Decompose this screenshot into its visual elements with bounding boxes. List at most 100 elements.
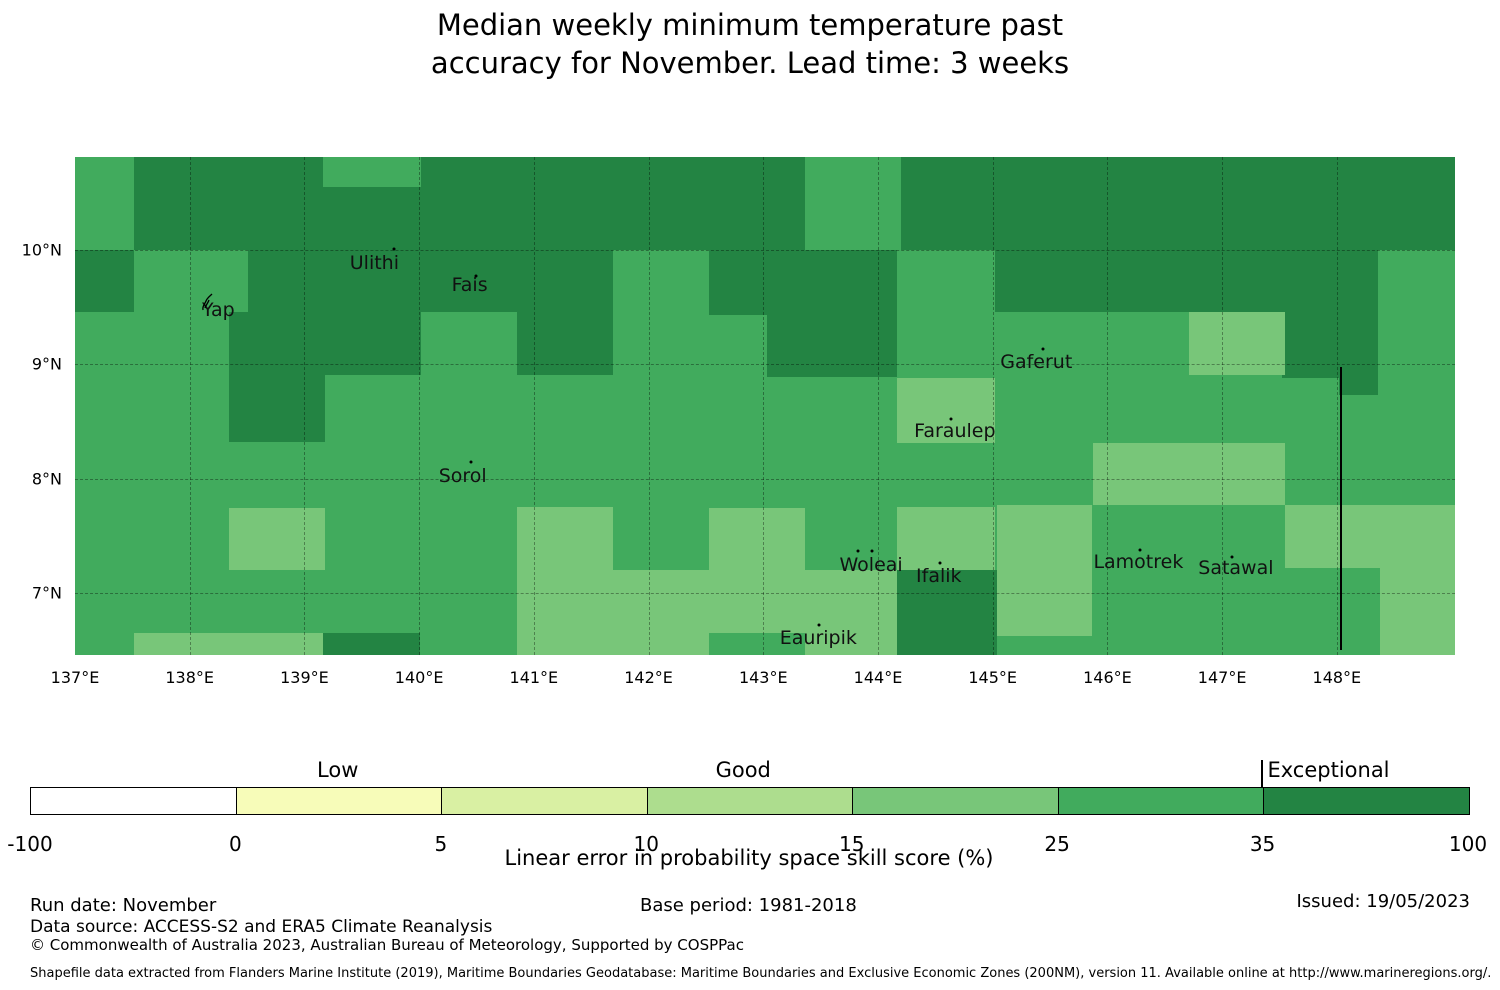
eez-boundary-line (1340, 366, 1343, 651)
colorbar-tick-10: 10 (633, 832, 660, 856)
skill-region-15-25 (804, 570, 898, 655)
colorbar-segment-5to10 (441, 788, 647, 814)
skill-region-15-25 (897, 507, 995, 571)
footer-shapefile-note: Shapefile data extracted from Flanders M… (30, 966, 1492, 981)
colorbar-tick-15: 15 (838, 832, 865, 856)
skill-region-15-25 (613, 570, 710, 655)
y-axis-tick-7°N: 7°N (31, 583, 62, 603)
skill-region-35-100 (228, 311, 422, 375)
x-axis-tick-141°E: 141°E (509, 668, 559, 687)
island-label-ulithi: Ulithi (349, 252, 400, 275)
island-label-satawal: Satawal (1198, 556, 1274, 579)
x-axis-tick-148°E: 148°E (1312, 668, 1362, 687)
gridline-lon-148 (1336, 157, 1338, 655)
skill-region-35-100 (228, 374, 326, 443)
island-marker-icon (1041, 347, 1045, 351)
skill-region-25-35 (804, 157, 901, 250)
island-label-eauripik: Eauripik (779, 626, 857, 649)
footer-data-source: Data source: ACCESS-S2 and ERA5 Climate … (30, 917, 493, 937)
skill-region-15-25 (1188, 311, 1286, 375)
gridline-lon-147 (1222, 157, 1224, 655)
island-marker-icon (949, 417, 953, 421)
skill-region-15-25 (1092, 443, 1286, 506)
island-marker-icon (474, 274, 478, 278)
skill-region-35-100 (709, 249, 767, 315)
gridline-lon-139 (304, 157, 306, 655)
y-axis-tick-10°N: 10°N (21, 240, 62, 260)
x-axis-tick-143°E: 143°E (738, 668, 788, 687)
gridline-lon-145 (992, 157, 994, 655)
colorbar-segment-10to15 (646, 788, 853, 814)
footer-run-date: Run date: November (30, 895, 217, 916)
island-marker-icon (870, 549, 874, 553)
island-marker-icon (1230, 555, 1234, 559)
colorbar-segment--100to0 (31, 788, 236, 814)
colorbar-caption: Linear error in probability space skill … (504, 846, 994, 870)
skill-region-35-100 (766, 249, 898, 377)
skill-region-35-100 (516, 311, 613, 375)
x-axis-tick-138°E: 138°E (165, 668, 215, 687)
gridline-lon-146 (1107, 157, 1109, 655)
island-label-gaferut: Gaferut (1000, 350, 1073, 373)
skill-region-15-25 (228, 508, 326, 571)
gridline-lat-8 (75, 478, 1455, 480)
island-label-ifalik: Ifalik (916, 565, 962, 587)
island-label-sorol: Sorol (438, 465, 487, 488)
colorbar-tick--100: -100 (7, 832, 53, 856)
island-marker-icon (817, 623, 821, 627)
island-marker-icon (1138, 548, 1142, 552)
skill-region-35-100 (75, 249, 134, 312)
colorbar-segment-35to100 (1263, 788, 1470, 814)
island-marker-icon (469, 460, 473, 464)
skill-region-15-25 (709, 508, 805, 634)
x-axis-tick-147°E: 147°E (1197, 668, 1247, 687)
island-label-lamotrek: Lamotrek (1093, 551, 1184, 574)
x-axis-tick-144°E: 144°E (853, 668, 903, 687)
colorbar-tick-25: 25 (1044, 832, 1070, 856)
skill-score-map: Yap Ulithi Fais Gaferut Faraulep Sorol Woleai I… (75, 157, 1455, 655)
island-label-fais: Fais (451, 274, 488, 297)
gridline-lon-143 (763, 157, 765, 655)
y-axis-tick-9°N: 9°N (31, 354, 62, 374)
skill-region-35-100 (421, 249, 613, 312)
footer-copyright: © Commonwealth of Australia 2023, Austra… (30, 936, 744, 954)
chart-title: Median weekly minimum temperature past a… (0, 6, 1500, 82)
colorbar-category-exceptional: Exceptional (1267, 758, 1390, 782)
colorbar-segment-0to5 (235, 788, 442, 814)
chart-title-line1: Median weekly minimum temperature past (436, 8, 1064, 42)
skill-region-25-35 (322, 157, 422, 187)
x-axis-tick-142°E: 142°E (624, 668, 673, 687)
colorbar-segment-25to35 (1057, 788, 1264, 814)
island-label-woleai: Woleai (839, 553, 903, 576)
colorbar-category-good: Good (715, 758, 771, 782)
skill-region-35-100 (248, 249, 422, 312)
colorbar (30, 787, 1470, 815)
footer-issued-date: Issued: 19/05/2023 (1296, 891, 1470, 912)
skill-region-35-100 (897, 570, 998, 655)
chart-title-line2: accuracy for November. Lead time: 3 week… (430, 46, 1070, 80)
gridline-lon-141 (533, 157, 535, 655)
yap-island-outline-icon (202, 293, 213, 311)
skill-region-35-100 (1339, 377, 1379, 396)
skill-region-15-25 (997, 505, 1093, 636)
skill-region-15-25 (1285, 505, 1381, 568)
colorbar-35-tick-mark (1261, 760, 1264, 787)
colorbar-tick-5: 5 (434, 832, 448, 856)
skill-region-15-25 (897, 377, 995, 444)
colorbar-tick-0: 0 (229, 832, 242, 856)
gridline-lon-138 (189, 157, 191, 655)
gridline-lon-144 (877, 157, 879, 655)
skill-region-35-100 (995, 249, 1286, 312)
y-axis-tick-8°N: 8°N (31, 469, 62, 489)
gridline-lon-142 (648, 157, 650, 655)
island-marker-icon (856, 549, 860, 553)
colorbar-tick-35: 35 (1249, 832, 1276, 856)
island-label-yap: Yap (202, 299, 235, 322)
x-axis-tick-145°E: 145°E (968, 668, 1018, 687)
x-axis-tick-137°E: 137°E (50, 668, 100, 687)
x-axis-tick-146°E: 146°E (1083, 668, 1132, 687)
skill-region-15-25 (1380, 505, 1455, 655)
island-marker-icon (392, 247, 396, 251)
skill-region-35-100 (322, 633, 421, 655)
